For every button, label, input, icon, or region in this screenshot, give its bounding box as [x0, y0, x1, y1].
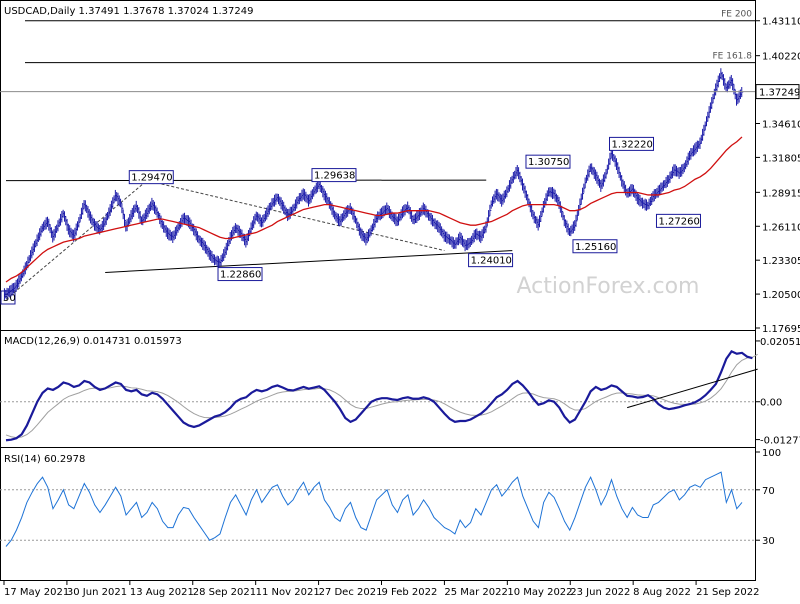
x-tick-label: 17 May 2021: [4, 587, 69, 598]
watermark: ActionForex.com: [517, 274, 700, 299]
price-annotation: 1.29470: [131, 173, 172, 184]
x-tick-label: 28 Sep 2021: [193, 587, 256, 598]
x-tick-label: 10 May 2022: [507, 587, 572, 598]
x-tick-label: 27 Dec 2021: [319, 587, 383, 598]
macd-label: MACD(12,26,9) 0.014731 0.015973: [4, 336, 182, 347]
price-annotation: 1.32220: [612, 139, 653, 150]
price-annotation: 1.25160: [575, 242, 616, 253]
macd-tick-label: 0.020518: [760, 337, 800, 348]
price-tick-label: 1.23305: [762, 256, 800, 267]
price-tick-label: 1.26110: [762, 222, 800, 233]
price-axis: 1.43110 1.40220 1.34610 1.31805 1.28915 1.261…: [755, 17, 800, 335]
price-annotation: 1.24010: [471, 256, 512, 267]
fe-level-label: FE 200: [721, 10, 752, 20]
rsi-tick-label: 70: [762, 486, 775, 497]
x-tick-label: 8 Aug 2022: [633, 587, 691, 598]
x-tick-label: 13 Aug 2021: [130, 587, 194, 598]
price-tick-label: 1.28915: [762, 188, 800, 199]
x-tick-label: 9 Feb 2022: [382, 587, 438, 598]
symbol-header: USDCAD,Daily 1.37491 1.37678 1.37024 1.3…: [4, 6, 254, 17]
price-tick-label: 1.43110: [762, 17, 800, 28]
x-tick-label: 30 Jun 2021: [67, 587, 127, 598]
x-tick-label: 25 Mar 2022: [444, 587, 507, 598]
x-tick-label: 23 Jun 2022: [570, 587, 630, 598]
rsi-label: RSI(14) 60.2978: [4, 454, 85, 465]
price-tick-label: 1.31805: [762, 153, 800, 164]
fe-level-label: FE 161.8: [713, 52, 753, 62]
price-tick-label: 1.34610: [762, 120, 800, 131]
price-annotation: 1.27260: [658, 216, 699, 227]
price-annotation: 1.30750: [528, 157, 569, 168]
price-annotation: 1.22860: [220, 270, 261, 281]
price-annotation: 1.29638: [314, 171, 355, 182]
price-tick-label: 1.40220: [762, 52, 800, 63]
rsi-tick-label: 100: [762, 448, 781, 459]
x-tick-label: 11 Nov 2021: [256, 587, 320, 598]
price-tick-label: 1.17695: [762, 324, 800, 335]
rsi-tick-label: 30: [762, 536, 775, 547]
macd-tick-label: 0.00: [760, 398, 782, 409]
x-tick-label: 21 Sep 2022: [696, 587, 759, 598]
macd-panel-frame: [1, 331, 756, 448]
macd-tick-label: -0.012771: [760, 436, 800, 447]
price-tick-label: 1.20500: [762, 290, 800, 301]
rsi-panel-frame: [1, 448, 756, 581]
last-price-label: 1.37249: [759, 88, 800, 99]
